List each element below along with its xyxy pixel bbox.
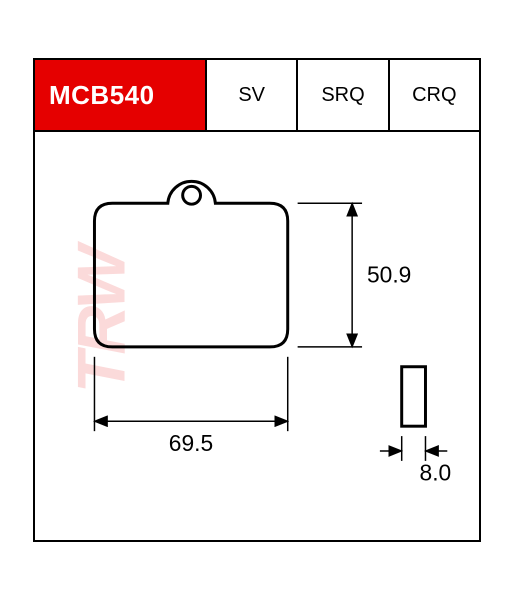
variant-cell: SRQ — [296, 60, 387, 130]
dim-height-label: 50.9 — [367, 261, 411, 287]
mounting-hole — [183, 186, 201, 204]
dimension-width: 69.5 — [94, 357, 287, 456]
product-code: MCB540 — [49, 80, 155, 111]
dimension-thickness: 8.0 — [380, 436, 451, 486]
variant-cell: CRQ — [388, 60, 479, 130]
dim-thickness-label: 8.0 — [420, 460, 452, 486]
brake-pad-outline — [94, 181, 287, 347]
technical-drawing: 69.5 50.9 8.0 — [35, 132, 479, 542]
variants-row: SV SRQ CRQ — [205, 60, 479, 130]
dimension-height: 50.9 — [298, 203, 412, 347]
thickness-profile — [402, 367, 426, 426]
dim-width-label: 69.5 — [169, 430, 213, 456]
variant-cell: SV — [205, 60, 296, 130]
product-code-cell: MCB540 — [35, 60, 205, 130]
header-row: MCB540 SV SRQ CRQ — [35, 60, 479, 132]
diagram-area: TRW 69.5 — [35, 132, 479, 542]
spec-card: MCB540 SV SRQ CRQ TRW — [33, 58, 481, 542]
